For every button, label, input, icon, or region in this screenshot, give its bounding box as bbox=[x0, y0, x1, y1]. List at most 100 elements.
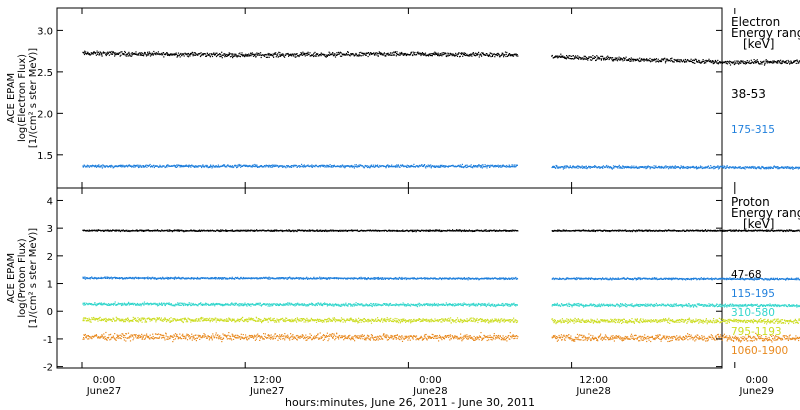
data-point bbox=[651, 58, 653, 61]
data-point bbox=[325, 56, 327, 58]
data-point bbox=[413, 166, 415, 168]
data-point bbox=[219, 56, 221, 58]
data-point bbox=[183, 53, 185, 55]
data-point bbox=[245, 55, 247, 57]
data-point bbox=[194, 52, 196, 54]
data-point bbox=[381, 52, 383, 55]
data-point bbox=[124, 54, 126, 56]
data-point bbox=[748, 167, 750, 169]
data-point bbox=[665, 165, 667, 167]
data-point bbox=[562, 56, 564, 58]
data-point bbox=[763, 60, 765, 62]
data-point bbox=[107, 230, 110, 232]
data-point bbox=[669, 165, 671, 167]
data-point bbox=[416, 54, 418, 56]
data-point bbox=[777, 168, 779, 170]
data-point bbox=[274, 52, 276, 54]
data-point bbox=[499, 56, 501, 58]
data-point bbox=[689, 167, 692, 169]
data-point bbox=[381, 53, 383, 55]
data-point bbox=[744, 61, 746, 63]
data-point bbox=[208, 230, 210, 232]
data-point bbox=[710, 61, 712, 64]
data-point bbox=[652, 167, 654, 169]
data-point bbox=[283, 165, 285, 167]
data-point bbox=[597, 56, 599, 58]
data-point bbox=[343, 54, 345, 56]
data-point bbox=[364, 54, 367, 56]
data-point bbox=[298, 165, 300, 167]
data-point bbox=[139, 166, 141, 168]
data-point bbox=[619, 59, 621, 61]
data-point bbox=[784, 61, 786, 63]
data-point bbox=[719, 165, 721, 167]
data-point bbox=[765, 60, 767, 62]
data-point bbox=[219, 230, 221, 233]
data-point bbox=[235, 53, 237, 55]
data-point bbox=[682, 165, 684, 167]
data-point bbox=[108, 54, 110, 56]
data-point bbox=[132, 229, 134, 231]
data-point bbox=[234, 229, 236, 232]
data-point bbox=[476, 54, 479, 56]
data-point bbox=[179, 230, 181, 232]
data-point bbox=[246, 229, 248, 231]
data-point bbox=[195, 53, 197, 55]
data-point bbox=[778, 168, 780, 170]
data-point bbox=[582, 57, 584, 59]
data-point bbox=[355, 165, 357, 168]
data-point bbox=[697, 166, 700, 168]
data-point bbox=[165, 53, 167, 55]
data-point bbox=[582, 58, 584, 61]
data-point bbox=[576, 166, 578, 168]
data-point bbox=[556, 167, 558, 169]
data-point bbox=[772, 60, 774, 62]
data-point bbox=[213, 53, 215, 55]
data-point bbox=[152, 53, 154, 55]
data-point bbox=[115, 165, 117, 167]
data-point bbox=[326, 230, 328, 233]
data-point bbox=[716, 166, 718, 168]
data-point bbox=[377, 55, 379, 57]
data-point bbox=[486, 167, 488, 169]
data-point bbox=[88, 53, 90, 56]
data-point bbox=[684, 61, 686, 63]
data-point bbox=[278, 166, 280, 168]
data-point bbox=[268, 229, 270, 232]
data-point bbox=[779, 62, 781, 64]
data-point bbox=[357, 166, 359, 168]
data-point bbox=[458, 52, 460, 54]
data-point bbox=[691, 61, 693, 63]
data-point bbox=[93, 52, 95, 54]
data-point bbox=[354, 165, 356, 168]
data-point bbox=[267, 52, 269, 55]
data-point bbox=[750, 62, 752, 64]
data-point bbox=[110, 166, 112, 168]
data-point bbox=[612, 165, 615, 167]
data-point bbox=[304, 165, 306, 167]
data-point bbox=[425, 54, 428, 56]
data-point bbox=[124, 51, 126, 54]
data-point bbox=[496, 53, 498, 55]
data-point bbox=[407, 166, 409, 168]
data-point bbox=[228, 54, 230, 56]
data-point bbox=[662, 58, 664, 60]
data-point bbox=[565, 167, 567, 169]
data-point bbox=[508, 164, 510, 166]
data-point bbox=[209, 166, 211, 168]
data-point bbox=[345, 53, 347, 56]
data-point bbox=[182, 166, 184, 168]
data-point bbox=[578, 58, 580, 60]
data-point bbox=[320, 53, 322, 55]
data-point bbox=[481, 55, 483, 57]
data-point bbox=[413, 163, 415, 165]
data-point bbox=[240, 230, 242, 232]
data-point bbox=[560, 56, 562, 58]
data-point bbox=[602, 55, 604, 58]
data-point bbox=[261, 229, 263, 232]
data-point bbox=[292, 53, 294, 55]
data-point bbox=[760, 168, 762, 170]
data-point bbox=[201, 165, 203, 167]
data-point bbox=[569, 58, 572, 60]
data-point bbox=[124, 165, 126, 167]
